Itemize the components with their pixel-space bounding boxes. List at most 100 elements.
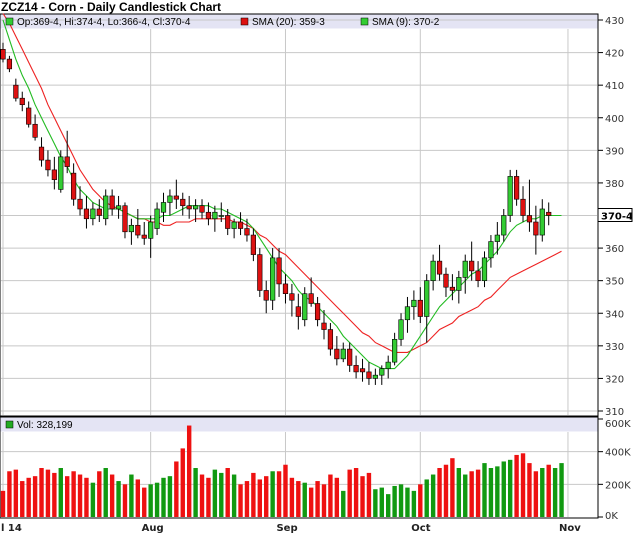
sma9-path bbox=[2, 19, 562, 370]
legend-ohlc: Op:369-4, Hi:374-4, Lo:366-4, Cl:370-4 bbox=[17, 17, 191, 28]
candle bbox=[385, 355, 391, 379]
volume-bar bbox=[238, 484, 243, 517]
candle-body bbox=[353, 365, 359, 373]
candle-body bbox=[488, 241, 494, 259]
candle bbox=[225, 208, 231, 236]
price-legend-band bbox=[0, 14, 598, 29]
volume-legend-band bbox=[0, 417, 598, 432]
volume-bar bbox=[546, 464, 551, 517]
candle-body bbox=[347, 348, 353, 366]
volume-bar bbox=[450, 458, 455, 517]
candle-body bbox=[533, 221, 539, 236]
candle-body bbox=[456, 277, 462, 291]
candle bbox=[443, 267, 449, 297]
candle-body bbox=[77, 198, 83, 210]
legend-ohlc-swatch bbox=[5, 17, 14, 26]
volume-bar bbox=[360, 476, 365, 517]
candle bbox=[340, 342, 346, 363]
volume-bars bbox=[0, 425, 564, 517]
volume-bar bbox=[244, 481, 250, 517]
date-label: Aug bbox=[142, 523, 164, 534]
chart-title: ZCZ14 - Corn - Daily Candlestick Chart bbox=[1, 0, 221, 14]
candle bbox=[430, 254, 436, 291]
volume-bar bbox=[315, 481, 320, 517]
candle-body bbox=[51, 169, 57, 180]
candle bbox=[494, 222, 500, 255]
volume-bar bbox=[225, 468, 230, 517]
volume-bar bbox=[71, 471, 76, 517]
candle bbox=[122, 202, 128, 239]
volume-bar bbox=[373, 489, 378, 517]
candle bbox=[507, 169, 513, 223]
candle bbox=[289, 283, 295, 317]
volume-bar bbox=[507, 459, 513, 517]
volume-bar bbox=[77, 474, 83, 517]
volume-bar bbox=[20, 481, 25, 517]
candle-body bbox=[263, 290, 269, 301]
candle-body bbox=[237, 221, 244, 229]
volume-bar bbox=[559, 463, 564, 517]
candle bbox=[456, 270, 462, 304]
candle bbox=[180, 192, 186, 216]
price-tick-label: 420 bbox=[605, 49, 624, 60]
candle-body bbox=[160, 202, 167, 213]
candle bbox=[539, 199, 545, 242]
candle-body bbox=[314, 303, 321, 321]
candle bbox=[237, 212, 244, 236]
candle-body bbox=[436, 260, 443, 275]
volume-bar bbox=[219, 472, 224, 517]
candle-body bbox=[334, 348, 340, 360]
volume-bar bbox=[418, 484, 423, 517]
volume-bar bbox=[148, 484, 153, 517]
candle-body bbox=[494, 234, 500, 242]
volume-bar bbox=[430, 474, 436, 517]
candle-body bbox=[64, 156, 70, 167]
candle-body bbox=[199, 205, 205, 213]
candle bbox=[38, 137, 45, 167]
volume-bar bbox=[321, 484, 327, 517]
volume-bar bbox=[251, 472, 256, 517]
volume-bar bbox=[161, 477, 166, 517]
volume-bar bbox=[206, 477, 211, 517]
candle-body bbox=[0, 49, 6, 60]
volume-bar bbox=[469, 471, 474, 517]
candle bbox=[372, 368, 378, 385]
sma20-path bbox=[2, 13, 562, 353]
volume-bar bbox=[90, 482, 96, 517]
candle-body bbox=[103, 195, 109, 220]
candle-body bbox=[148, 221, 154, 239]
volume-bar bbox=[405, 487, 410, 517]
candle-body bbox=[398, 319, 404, 340]
candle-body bbox=[128, 224, 135, 233]
volume-axis: 600K 400K 200K 0K bbox=[598, 418, 631, 522]
candle-body bbox=[83, 208, 90, 220]
volume-bar bbox=[109, 474, 115, 517]
volume-bar bbox=[308, 487, 314, 517]
candle bbox=[96, 199, 102, 223]
volume-bar bbox=[180, 448, 185, 517]
volume-bar bbox=[527, 463, 532, 517]
candle-body bbox=[469, 260, 475, 272]
volume-legend: Vol: 328,199 bbox=[17, 420, 73, 431]
price-tick-label: 330 bbox=[605, 342, 624, 353]
date-axis: l 14 Aug Sep Oct Nov bbox=[1, 523, 581, 534]
volume-bar bbox=[84, 477, 89, 517]
volume-bar bbox=[167, 476, 173, 517]
candle-body bbox=[244, 228, 250, 236]
candle bbox=[302, 287, 308, 327]
price-tick-label: 390 bbox=[605, 146, 624, 157]
candle-body bbox=[513, 176, 520, 200]
candle bbox=[520, 186, 526, 223]
price-tick-label: 380 bbox=[605, 179, 624, 190]
volume-bar bbox=[45, 469, 51, 517]
volume-bar bbox=[283, 464, 288, 517]
candle bbox=[103, 189, 109, 226]
price-tick-label: 430 bbox=[605, 16, 624, 27]
volume-bar bbox=[193, 468, 198, 517]
volume-bar bbox=[488, 468, 494, 517]
sma9-line bbox=[2, 19, 562, 370]
volume-bar bbox=[103, 468, 108, 517]
candle bbox=[347, 342, 353, 372]
candle bbox=[513, 169, 520, 206]
volume-bar bbox=[443, 464, 449, 517]
